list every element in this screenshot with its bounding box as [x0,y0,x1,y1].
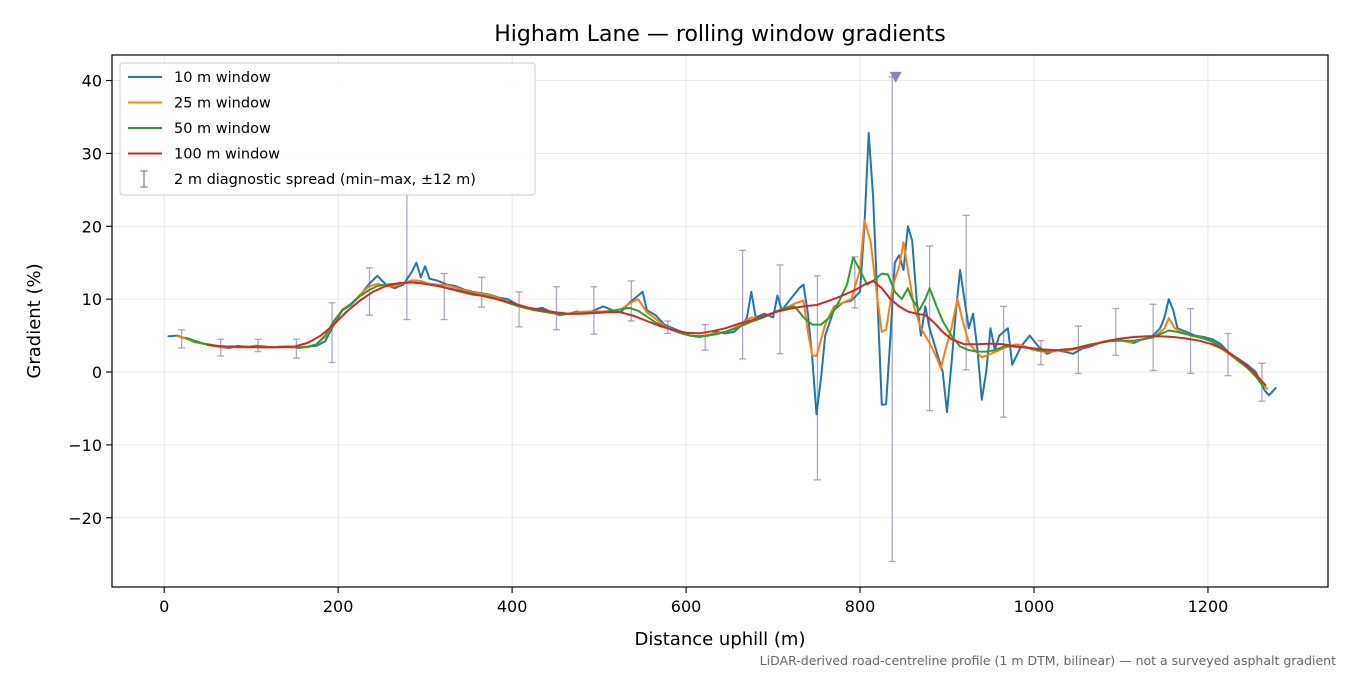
series-line-0 [167,132,1277,416]
y-tick-label: 40 [82,72,102,91]
legend-box [119,62,536,196]
spread-errorbar [292,338,300,359]
footnote: LiDAR-derived road-centreline profile (1… [760,653,1336,668]
x-tick-label: 400 [497,597,528,616]
clipped-spread-marker [889,71,902,83]
legend-label: 10 m window [174,70,271,86]
legend-item: 25 m window [128,96,271,112]
spread-errorbar [1000,305,1008,418]
y-tick-label: 20 [82,217,102,236]
legend-item: 2 m diagnostic spread (min–max, ±12 m) [140,170,476,188]
axis-ticks: 0 200 400 600 800 1000 1200 −20 −10 0 10 20 30 40 [68,72,1228,616]
series-line-3 [206,279,1267,387]
y-tick-label: −10 [68,436,102,455]
spread-errorbar [739,249,747,360]
x-tick-label: 0 [159,597,169,616]
spread-errorbar [365,267,373,316]
legend-item: 50 m window [128,121,271,137]
x-tick-label: 600 [671,597,702,616]
x-tick-label: 200 [323,597,354,616]
legend-label: 100 m window [174,147,280,163]
y-tick-label: 0 [92,363,102,382]
legend-item: 100 m window [128,147,280,163]
plot-frame [111,54,1329,588]
plot-series [167,71,1277,563]
x-tick-label: 800 [845,597,876,616]
spread-errorbar [1112,307,1120,356]
legend-label: 2 m diagnostic spread (min–max, ±12 m) [174,172,476,188]
spread-errorbar [440,272,448,321]
spread-errorbar [478,276,486,308]
y-tick-label: 30 [82,144,102,163]
y-tick-label: −20 [68,509,102,528]
spread-errorbar [1187,307,1195,375]
spread-errorbar [178,329,186,349]
chart-title: Higham Lane — rolling window gradients [494,22,946,47]
x-axis-label: Distance uphill (m) [635,629,806,650]
x-tick-label: 1200 [1188,597,1229,616]
legend: 10 m window 25 m window 50 m window 100 m w… [119,62,536,196]
y-axis-label: Gradient (%) [24,263,45,378]
x-tick-label: 1000 [1014,597,1055,616]
spread-errorbar [515,291,523,328]
legend-label: 50 m window [174,121,271,137]
spread-errorbar [813,275,821,481]
spread-errorbar [701,323,709,351]
spread-errorbar [1224,332,1232,377]
spread-errorbar [552,286,560,331]
spread-errorbar [328,302,336,364]
legend-label: 25 m window [174,96,271,112]
legend-item: 10 m window [128,70,271,86]
spread-errorbar [1037,340,1045,366]
y-tick-label: 10 [82,290,102,309]
